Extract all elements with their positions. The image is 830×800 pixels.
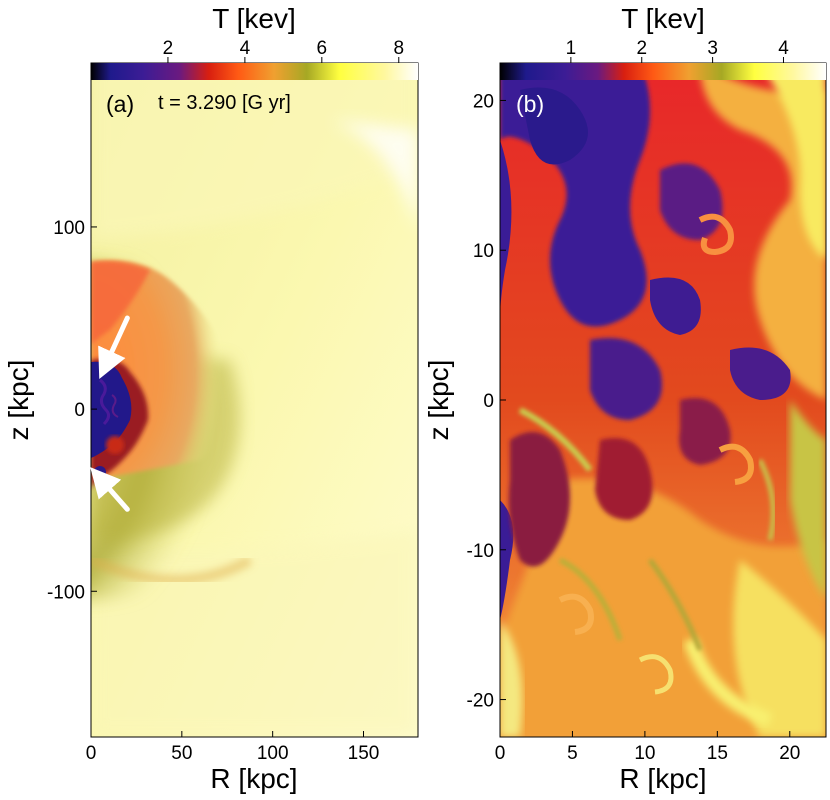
panel-a-time-annotation: t = 3.290 [G yr] — [158, 92, 291, 114]
y-tick-label: 100 — [53, 218, 85, 239]
x-tick-label: 5 — [567, 743, 578, 764]
panel-a-colorbar-ticks: 2 4 6 8 — [163, 38, 404, 63]
panel-a-heatmap — [91, 63, 418, 737]
y-tick-label: -10 — [467, 541, 494, 562]
panel-b-axes: 0 5 10 15 20 -20 -10 0 10 20 — [467, 91, 801, 764]
panel-b-colorbar-ticks: 1 2 3 4 — [566, 38, 789, 63]
panel-b-colorbar-label: T [kev] — [621, 3, 705, 34]
x-tick-label: 0 — [495, 743, 506, 764]
y-tick-label: 20 — [473, 91, 494, 112]
colorbar-tick-label: 4 — [240, 38, 251, 59]
panel-a-colorbar — [91, 63, 418, 80]
panel-a-label: (a) — [106, 91, 134, 117]
x-tick-label: 100 — [257, 743, 289, 764]
colorbar-tick-label: 3 — [707, 38, 718, 59]
panel-b-label: (b) — [516, 91, 544, 117]
panel-a-colorbar-label: T [kev] — [212, 3, 296, 34]
panel-a-ylabel: z [kpc] — [3, 360, 34, 441]
colorbar-tick-label: 6 — [317, 38, 328, 59]
panel-a-arrows — [90, 315, 130, 512]
y-tick-label: -20 — [467, 691, 494, 712]
colorbar-tick-label: 4 — [778, 38, 789, 59]
annotation-arrow — [98, 315, 130, 380]
x-tick-label: 10 — [634, 743, 655, 764]
x-tick-label: 15 — [707, 743, 728, 764]
panel-a-axes: 0 50 100 150 -100 0 100 — [47, 218, 379, 764]
panel-b-ylabel: z [kpc] — [423, 360, 454, 441]
panel-a: 0 50 100 150 -100 0 100 (a) t = 3.290 [G yr] 2… — [3, 3, 419, 794]
annotation-arrow — [90, 467, 130, 512]
colorbar-tick-label: 8 — [393, 38, 404, 59]
x-tick-label: 20 — [779, 743, 800, 764]
y-tick-label: -100 — [47, 582, 85, 603]
panel-b-xlabel: R [kpc] — [619, 763, 706, 794]
panel-b-colorbar — [500, 63, 826, 80]
colorbar-tick-label: 1 — [566, 38, 577, 59]
x-tick-label: 50 — [171, 743, 192, 764]
x-tick-label: 150 — [348, 743, 380, 764]
colorbar-tick-label: 2 — [163, 38, 174, 59]
panel-b: 0 5 10 15 20 -20 -10 0 10 20 (b) 1 2 3 4 T [kev] R [… — [423, 3, 827, 794]
panel-b-heatmap — [500, 63, 826, 737]
y-tick-label: 0 — [483, 391, 494, 412]
y-tick-label: 0 — [74, 400, 85, 421]
y-tick-label: 10 — [473, 241, 494, 262]
colorbar-tick-label: 2 — [636, 38, 647, 59]
x-tick-label: 0 — [86, 743, 97, 764]
panel-a-xlabel: R [kpc] — [210, 763, 297, 794]
